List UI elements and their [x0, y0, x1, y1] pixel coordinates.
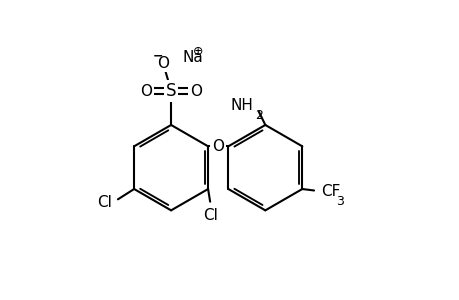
Text: Na: Na: [183, 50, 203, 65]
Text: S: S: [166, 82, 176, 100]
Text: Cl: Cl: [97, 195, 112, 210]
Text: −: −: [152, 49, 162, 62]
Text: 3: 3: [335, 196, 343, 208]
Text: ⊕: ⊕: [192, 45, 203, 58]
Text: O: O: [212, 139, 224, 154]
Text: Cl: Cl: [203, 208, 218, 223]
Text: 2: 2: [254, 110, 262, 122]
Text: O: O: [190, 84, 202, 99]
Text: CF: CF: [321, 184, 340, 200]
Text: O: O: [157, 56, 168, 70]
Text: O: O: [140, 84, 152, 99]
Text: NH: NH: [230, 98, 253, 113]
